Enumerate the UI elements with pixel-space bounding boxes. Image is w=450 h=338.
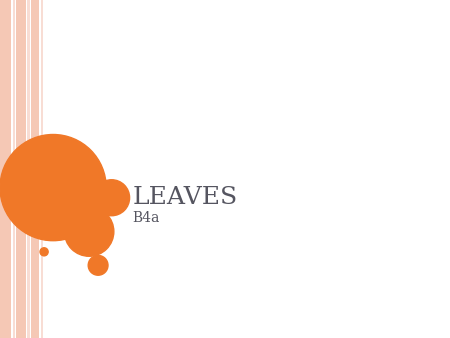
Ellipse shape bbox=[0, 135, 106, 241]
Text: LEAVES: LEAVES bbox=[133, 186, 238, 209]
Bar bbox=[27, 0, 30, 338]
Ellipse shape bbox=[64, 207, 114, 256]
Ellipse shape bbox=[88, 256, 108, 275]
Bar bbox=[13, 0, 15, 338]
Text: B4a: B4a bbox=[133, 211, 160, 225]
Ellipse shape bbox=[94, 180, 130, 216]
Bar bbox=[40, 0, 43, 338]
Bar bbox=[16, 0, 26, 338]
Bar bbox=[0, 0, 11, 338]
Bar bbox=[31, 0, 39, 338]
Ellipse shape bbox=[40, 248, 48, 256]
